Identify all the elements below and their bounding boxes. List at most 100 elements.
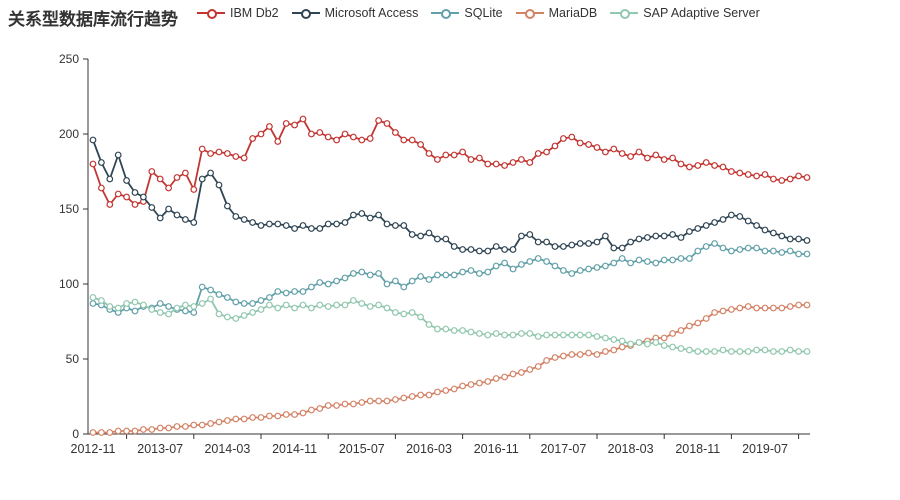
data-point[interactable] bbox=[492, 243, 500, 250]
data-point[interactable] bbox=[618, 343, 626, 351]
data-point[interactable] bbox=[190, 219, 198, 226]
data-point[interactable] bbox=[366, 214, 374, 222]
data-point[interactable] bbox=[114, 190, 122, 198]
data-point[interactable] bbox=[736, 304, 744, 312]
data-point[interactable] bbox=[560, 135, 567, 142]
data-point[interactable] bbox=[669, 231, 676, 238]
data-point[interactable] bbox=[459, 327, 467, 334]
data-point[interactable] bbox=[366, 397, 374, 405]
data-point[interactable] bbox=[459, 268, 467, 276]
data-point[interactable] bbox=[291, 304, 299, 312]
data-point[interactable] bbox=[711, 240, 718, 247]
data-point[interactable] bbox=[392, 129, 399, 136]
legend-item-sqlite[interactable]: SQLite bbox=[431, 6, 503, 20]
data-point[interactable] bbox=[702, 222, 710, 229]
data-point[interactable] bbox=[282, 120, 290, 127]
data-point[interactable] bbox=[350, 297, 357, 304]
data-point[interactable] bbox=[148, 204, 156, 211]
data-point[interactable] bbox=[173, 423, 181, 430]
data-point[interactable] bbox=[518, 261, 525, 268]
data-point[interactable] bbox=[417, 391, 425, 399]
data-point[interactable] bbox=[560, 243, 567, 250]
data-point[interactable] bbox=[786, 247, 794, 255]
data-point[interactable] bbox=[593, 238, 601, 246]
data-point[interactable] bbox=[341, 274, 349, 282]
data-point[interactable] bbox=[501, 373, 509, 381]
data-point[interactable] bbox=[803, 237, 811, 244]
data-point[interactable] bbox=[198, 175, 206, 183]
data-point[interactable] bbox=[257, 222, 265, 229]
data-point[interactable] bbox=[173, 174, 181, 181]
data-point[interactable] bbox=[308, 283, 315, 291]
data-point[interactable] bbox=[131, 427, 139, 435]
data-point[interactable] bbox=[215, 291, 223, 298]
data-point[interactable] bbox=[358, 300, 366, 307]
data-point[interactable] bbox=[350, 133, 357, 141]
data-point[interactable] bbox=[593, 264, 601, 271]
data-point[interactable] bbox=[106, 303, 114, 310]
data-point[interactable] bbox=[274, 412, 282, 420]
data-point[interactable] bbox=[509, 246, 517, 253]
data-point[interactable] bbox=[383, 397, 391, 405]
data-point[interactable] bbox=[358, 210, 366, 217]
data-point[interactable] bbox=[501, 162, 509, 169]
data-point[interactable] bbox=[652, 339, 660, 346]
data-point[interactable] bbox=[450, 327, 458, 334]
data-point[interactable] bbox=[593, 351, 601, 358]
data-point[interactable] bbox=[786, 303, 794, 310]
data-point[interactable] bbox=[139, 301, 147, 309]
data-point[interactable] bbox=[635, 148, 643, 156]
data-point[interactable] bbox=[375, 270, 383, 277]
data-point[interactable] bbox=[560, 331, 567, 339]
data-point[interactable] bbox=[770, 247, 777, 255]
data-point[interactable] bbox=[602, 348, 609, 355]
data-point[interactable] bbox=[417, 232, 425, 240]
data-point[interactable] bbox=[669, 256, 676, 264]
data-point[interactable] bbox=[350, 270, 357, 277]
data-point[interactable] bbox=[240, 312, 248, 319]
data-point[interactable] bbox=[249, 219, 257, 226]
data-point[interactable] bbox=[165, 303, 173, 310]
data-point[interactable] bbox=[761, 226, 769, 234]
series-microsoft-access[interactable] bbox=[89, 136, 811, 255]
data-point[interactable] bbox=[744, 348, 752, 355]
data-point[interactable] bbox=[736, 169, 744, 177]
data-point[interactable] bbox=[89, 294, 97, 301]
series-ibm-db2[interactable] bbox=[89, 115, 811, 208]
data-point[interactable] bbox=[702, 348, 710, 355]
data-point[interactable] bbox=[509, 159, 517, 166]
data-point[interactable] bbox=[803, 301, 811, 309]
data-point[interactable] bbox=[593, 333, 601, 340]
data-point[interactable] bbox=[484, 268, 492, 276]
data-point[interactable] bbox=[660, 156, 668, 163]
data-point[interactable] bbox=[467, 156, 475, 163]
data-point[interactable] bbox=[215, 148, 223, 156]
data-point[interactable] bbox=[744, 217, 752, 225]
data-point[interactable] bbox=[425, 276, 433, 283]
data-point[interactable] bbox=[358, 136, 366, 144]
data-point[interactable] bbox=[728, 211, 735, 219]
data-point[interactable] bbox=[266, 294, 273, 301]
data-point[interactable] bbox=[610, 336, 618, 343]
data-point[interactable] bbox=[534, 238, 542, 246]
data-point[interactable] bbox=[526, 330, 534, 337]
data-point[interactable] bbox=[576, 267, 584, 274]
data-point[interactable] bbox=[761, 247, 769, 255]
data-point[interactable] bbox=[770, 348, 777, 355]
data-point[interactable] bbox=[123, 177, 130, 184]
data-point[interactable] bbox=[686, 228, 693, 235]
data-point[interactable] bbox=[711, 309, 718, 316]
data-point[interactable] bbox=[736, 246, 744, 253]
data-point[interactable] bbox=[610, 145, 618, 153]
data-point[interactable] bbox=[198, 421, 206, 429]
data-point[interactable] bbox=[677, 234, 685, 241]
data-point[interactable] bbox=[778, 177, 786, 184]
data-point[interactable] bbox=[644, 234, 651, 241]
data-point[interactable] bbox=[635, 235, 643, 243]
data-point[interactable] bbox=[534, 255, 542, 262]
data-point[interactable] bbox=[576, 331, 584, 339]
data-point[interactable] bbox=[770, 229, 777, 237]
data-point[interactable] bbox=[282, 301, 290, 309]
data-point[interactable] bbox=[568, 270, 576, 277]
series-sqlite[interactable] bbox=[89, 240, 811, 316]
